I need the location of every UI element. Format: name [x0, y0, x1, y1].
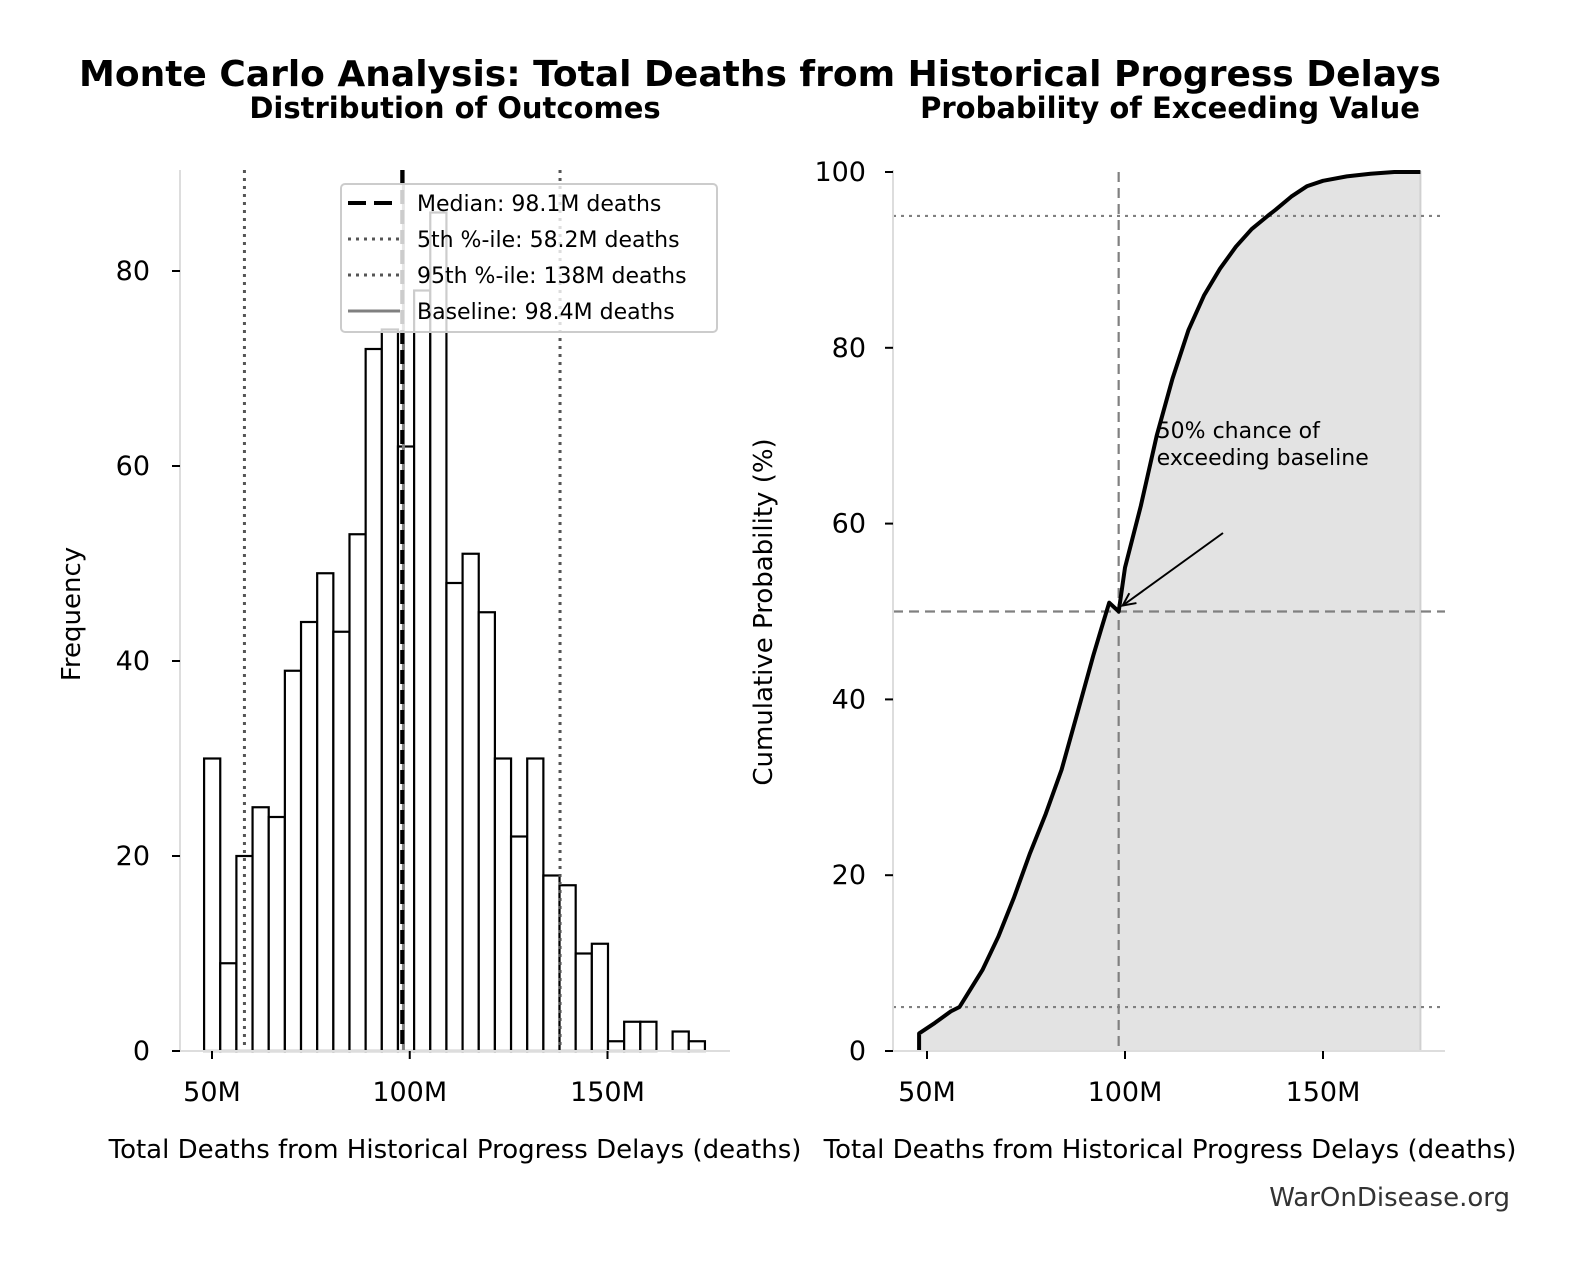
y-tick-label: 80: [116, 256, 150, 287]
left-title: Distribution of Outcomes: [249, 91, 660, 125]
right-x-ticks: 50M 100M 150M: [898, 1051, 1360, 1108]
histogram-bar: [461, 552, 480, 1053]
histogram-bar: [348, 533, 367, 1053]
histogram-bar: [639, 1020, 658, 1053]
x-tick-label: 50M: [183, 1077, 241, 1108]
histogram-bar: [332, 630, 351, 1053]
histogram-bar: [364, 347, 383, 1053]
x-tick-label: 50M: [898, 1077, 956, 1108]
histogram-bar: [299, 620, 319, 1053]
x-tick-label: 100M: [372, 1077, 447, 1108]
left-y-label: Frequency: [57, 547, 87, 681]
histogram-bars: [202, 211, 707, 1053]
right-x-label: Total Deaths from Historical Progress De…: [823, 1135, 1517, 1165]
y-tick-label: 0: [849, 1036, 866, 1067]
histogram-bar: [509, 835, 529, 1053]
histogram-bar: [687, 1040, 707, 1053]
y-tick-label: 80: [832, 333, 866, 364]
y-tick-label: 40: [116, 646, 150, 677]
y-tick-label: 40: [832, 684, 866, 715]
annotation-text-line-2: exceeding baseline: [1157, 446, 1369, 471]
histogram-bar: [316, 572, 335, 1053]
histogram-bar: [477, 611, 497, 1053]
x-tick-label: 100M: [1088, 1077, 1163, 1108]
annotation: 50% chance of exceeding baseline: [1120, 419, 1369, 607]
histogram-bar: [235, 854, 254, 1053]
histogram-bar: [445, 581, 464, 1053]
legend-box: [340, 183, 718, 333]
x-tick-label: 150M: [1286, 1077, 1361, 1108]
histogram-bar: [590, 942, 610, 1053]
right-y-label: Cumulative Probability (%): [749, 438, 779, 785]
watermark: WarOnDisease.org: [1269, 1183, 1510, 1213]
histogram-bar: [542, 874, 561, 1053]
y-tick-label: 20: [116, 841, 150, 872]
left-x-label: Total Deaths from Historical Progress De…: [108, 1135, 802, 1165]
annotation-arrowhead: [1120, 592, 1137, 607]
histogram-bar: [413, 289, 432, 1053]
histogram-bar: [429, 211, 448, 1053]
y-tick-label: 0: [133, 1036, 150, 1067]
y-tick-label: 100: [814, 157, 866, 188]
x-tick-label: 150M: [570, 1077, 645, 1108]
histogram-bar: [493, 757, 513, 1053]
histogram-bar: [380, 328, 400, 1053]
legend-label-median: Median: 98.1M deaths: [417, 192, 661, 217]
right-title: Probability of Exceeding Value: [920, 91, 1420, 125]
histogram-bar: [202, 757, 222, 1053]
y-tick-label: 60: [116, 451, 150, 482]
histogram-bar: [267, 815, 286, 1053]
left-x-ticks: 50M 100M 150M: [183, 1051, 645, 1108]
histogram-bar: [283, 669, 303, 1053]
histogram-bar: [671, 1030, 690, 1053]
histogram-bar: [623, 1020, 642, 1053]
histogram-bar: [574, 952, 593, 1053]
annotation-arrow: [1122, 532, 1224, 607]
histogram-bar: [526, 757, 545, 1053]
y-tick-label: 60: [832, 509, 866, 540]
legend-label-p5: 5th %-ile: 58.2M deaths: [417, 228, 680, 253]
cdf-curve: [917, 170, 1421, 1051]
right-y-ticks: 0 20 40 60 80 100: [814, 157, 893, 1067]
left-y-ticks: 0 20 40 60 80: [116, 256, 180, 1067]
suptitle: Monte Carlo Analysis: Total Deaths from …: [79, 54, 1441, 95]
cdf-panel: Probability of Exceeding Value 0 20 40 60 80…: [749, 91, 1516, 1165]
legend-label-p95: 95th %-ile: 138M deaths: [417, 264, 687, 289]
histogram-bar: [219, 962, 238, 1053]
y-tick-label: 20: [832, 860, 866, 891]
histogram-panel: Distribution of Outcomes 0 20 40 60 80 50M 10…: [57, 91, 801, 1165]
legend: Median: 98.1M deaths 5th %-ile: 58.2M dea…: [340, 183, 718, 333]
histogram-bar: [558, 884, 577, 1053]
histogram-bar: [606, 1040, 626, 1053]
annotation-text-line-1: 50% chance of: [1157, 419, 1321, 444]
histogram-bar: [251, 806, 270, 1053]
legend-label-baseline: Baseline: 98.4M deaths: [417, 300, 675, 325]
